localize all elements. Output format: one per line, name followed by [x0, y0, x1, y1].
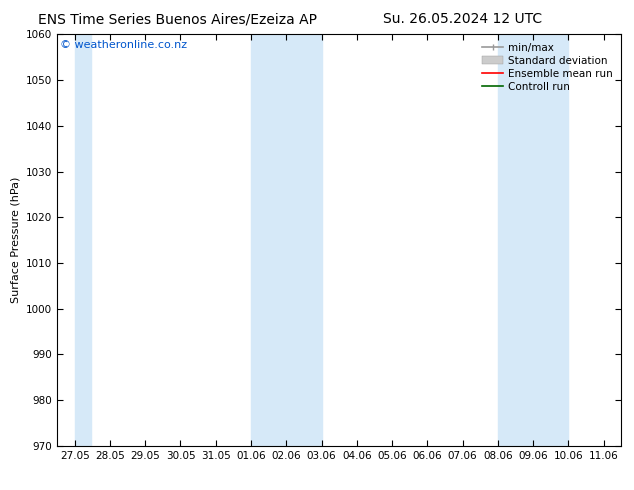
Text: Su. 26.05.2024 12 UTC: Su. 26.05.2024 12 UTC	[384, 12, 542, 26]
Bar	[498, 34, 569, 446]
Text: ENS Time Series Buenos Aires/Ezeiza AP: ENS Time Series Buenos Aires/Ezeiza AP	[38, 12, 317, 26]
Bar	[251, 34, 321, 446]
Legend: min/max, Standard deviation, Ensemble mean run, Controll run: min/max, Standard deviation, Ensemble me…	[479, 40, 616, 95]
Bar	[75, 34, 91, 446]
Text: © weatheronline.co.nz: © weatheronline.co.nz	[60, 41, 187, 50]
Y-axis label: Surface Pressure (hPa): Surface Pressure (hPa)	[10, 177, 20, 303]
